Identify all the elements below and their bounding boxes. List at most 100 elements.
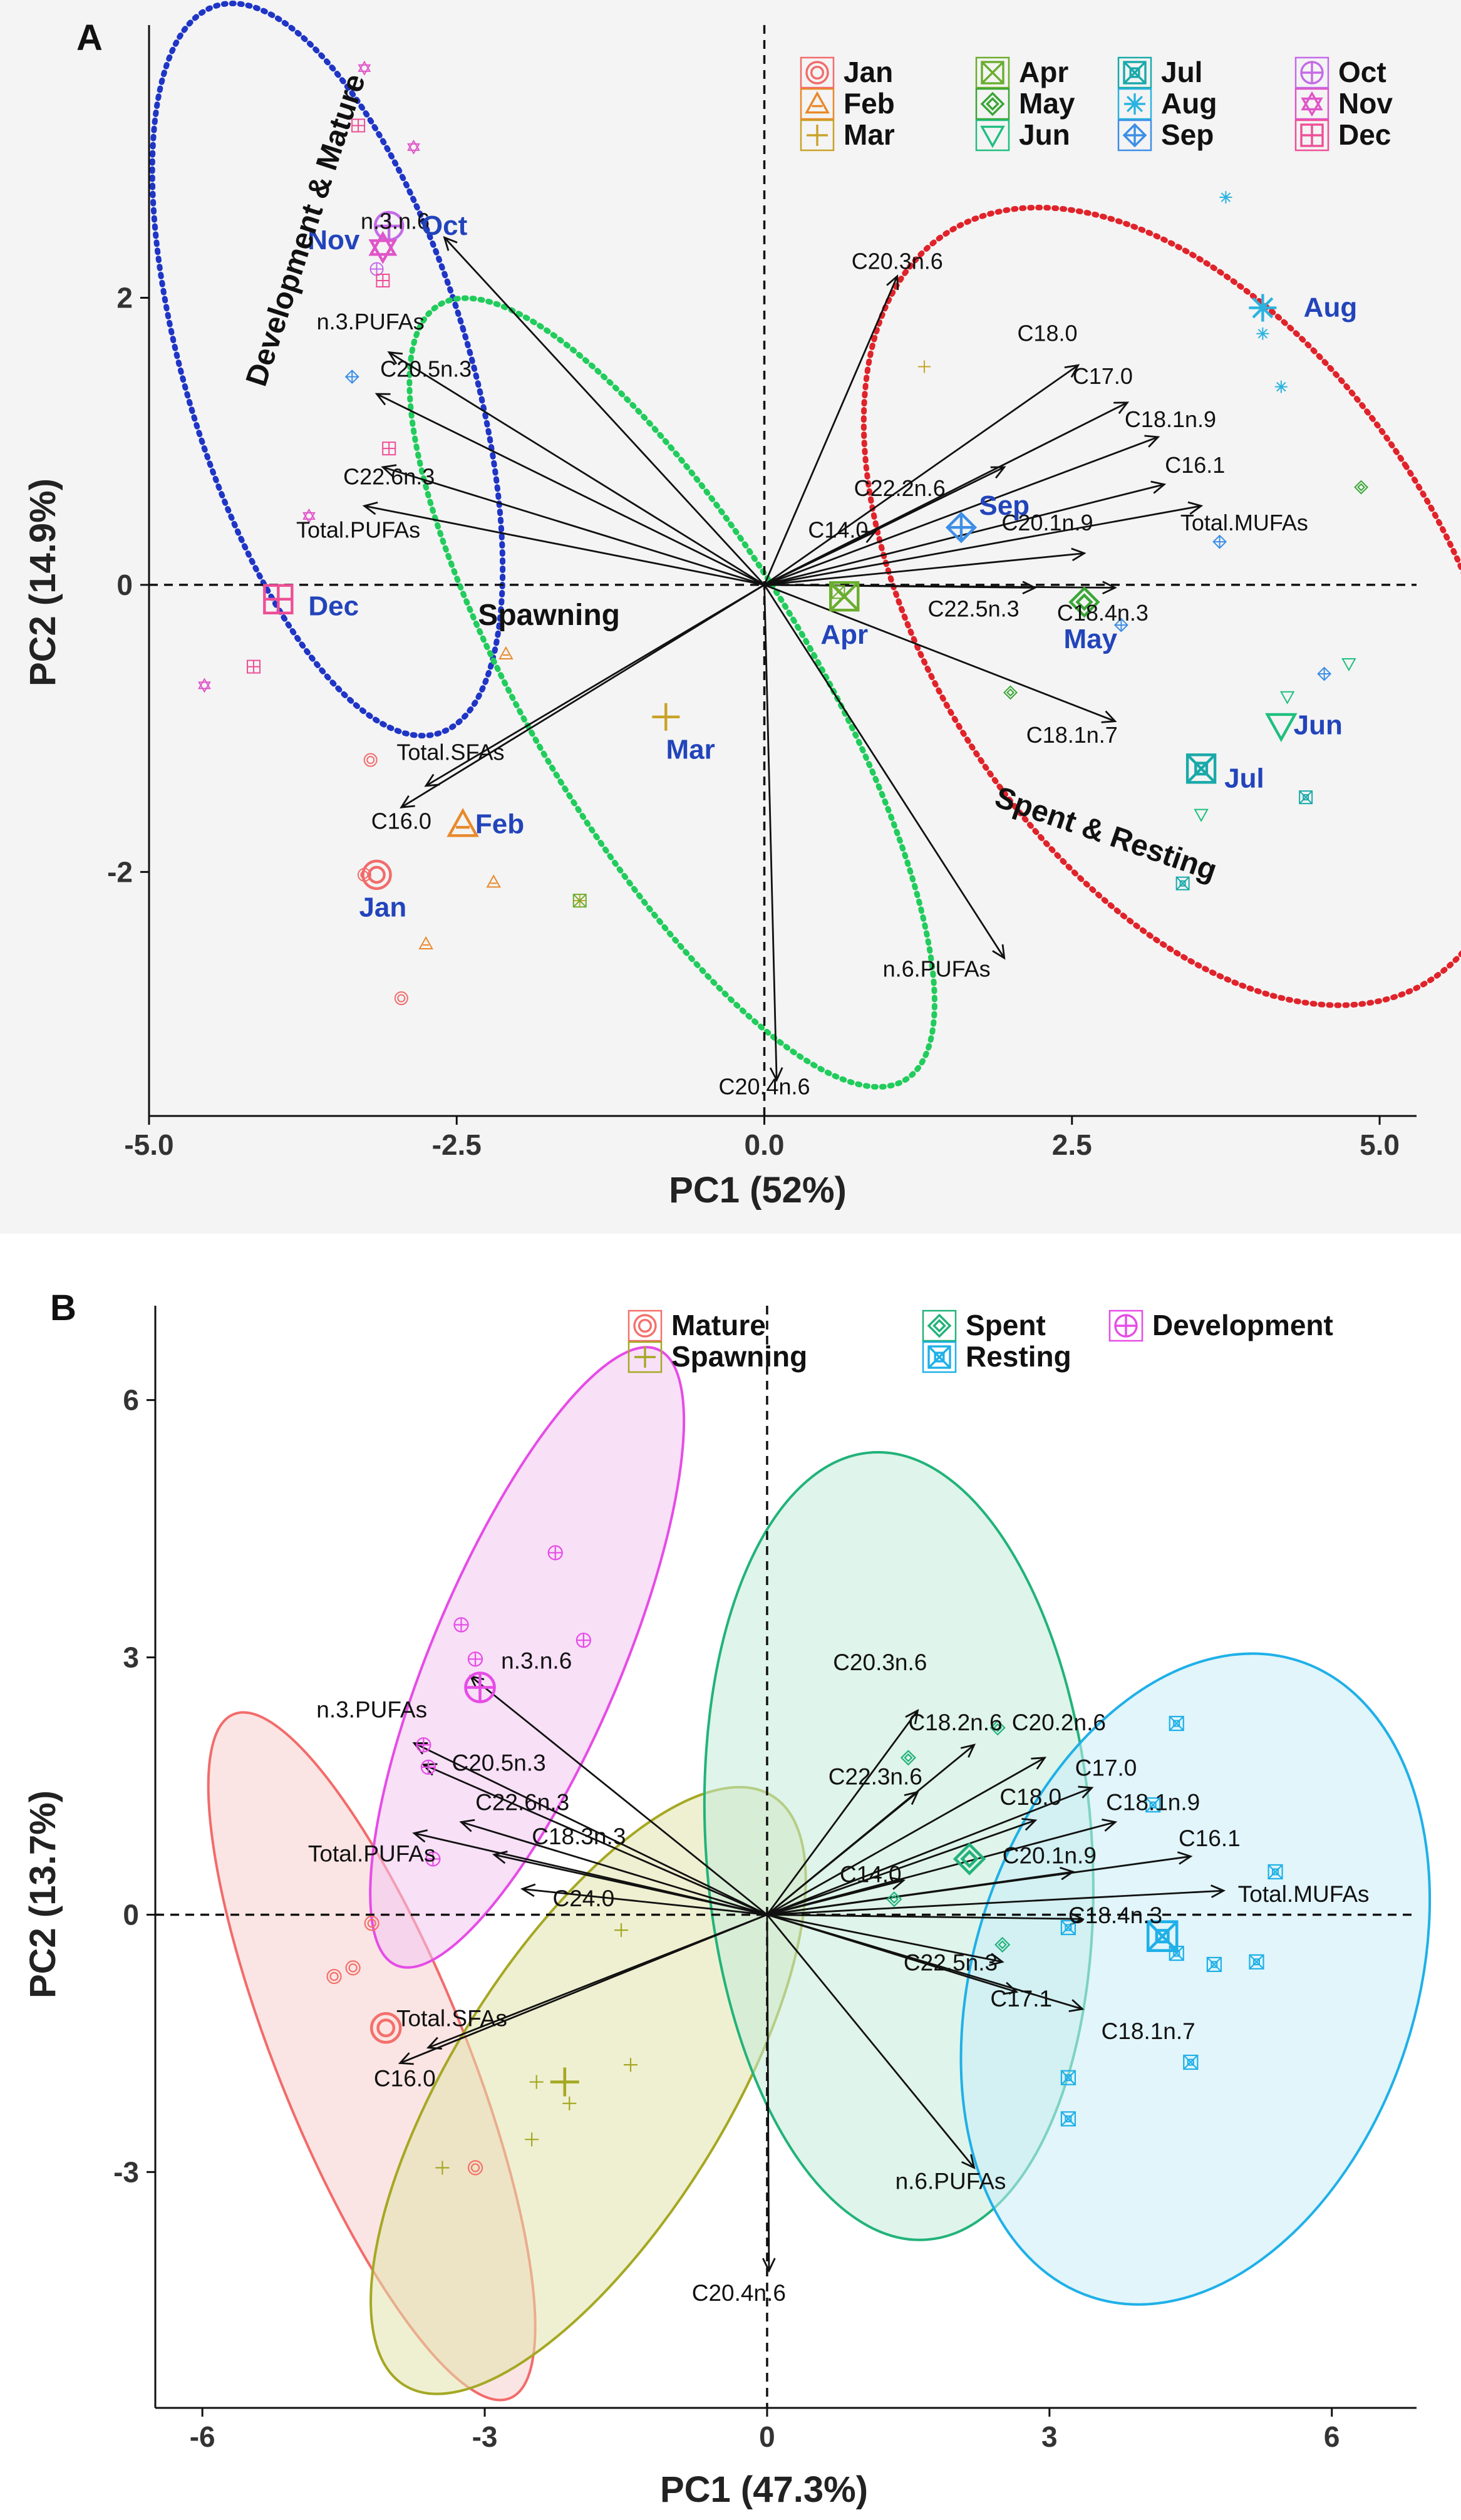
a-point-aug-stroke <box>1276 381 1286 392</box>
b-vector-label-c14-0: C14.0 <box>840 1861 902 1887</box>
a-x-tick-label: 0.0 <box>745 1128 785 1161</box>
a-legend-label-aug: Aug <box>1161 87 1217 120</box>
b-vector-c20-1n-9 <box>767 1871 1073 1916</box>
a-vector-arrow-c18-1n-9 <box>1144 435 1160 448</box>
b-vector-arrow-c18-1n-7 <box>1068 1999 1085 2012</box>
b-vector-arrow-c22-5n-3 <box>989 1953 1004 1966</box>
b-x-tick-label: 6 <box>1324 2420 1340 2453</box>
a-vector-total-pufas <box>364 505 765 586</box>
a-legend-key-sep <box>1117 119 1152 152</box>
panel-a-letter: A <box>76 18 103 58</box>
a-vector-label-c18-0: C18.0 <box>1017 320 1077 346</box>
a-ellipse-development-mature <box>149 0 506 739</box>
b-point-resting-stroke <box>1145 1797 1160 1812</box>
a-point-feb-triangle <box>486 874 501 888</box>
b-vector-c20-4n-6 <box>766 1914 770 2271</box>
b-point-development <box>576 1633 591 1648</box>
a-centroid-jan <box>361 859 392 891</box>
a-ellipse-spawning <box>406 295 937 1090</box>
b-vector-c22-5n-3 <box>767 1914 1003 1963</box>
b-vector-label-total-sfas: Total.SFAs <box>396 2006 507 2032</box>
a-point-jul-box <box>1175 876 1190 891</box>
a-centroid-label-oct: Oct <box>421 210 468 241</box>
panel-a-ellipses <box>149 0 1461 1090</box>
a-point-nov-tri-up <box>197 678 211 689</box>
a-centroid-dec <box>263 584 294 615</box>
b-centroid-resting <box>1146 1920 1179 1952</box>
b-legend-key-spent <box>922 1309 957 1342</box>
b-centroid-spent-diamond-inner <box>960 1849 979 1869</box>
a-point-jul-stroke <box>1299 790 1313 804</box>
b-ellipse-resting <box>959 1652 1432 2306</box>
b-ellipse-development <box>369 1346 686 1969</box>
b-centroid-mature-ring <box>369 2011 402 2044</box>
b-point-resting-box-inner <box>1187 2058 1194 2066</box>
b-y-tick-label: 0 <box>123 1898 139 1931</box>
b-point-resting <box>1060 1919 1076 1936</box>
a-point-may-diamond <box>1003 685 1018 700</box>
a-legend-label-mar: Mar <box>844 118 895 151</box>
a-point-jul-box-inner <box>1179 880 1186 887</box>
a-centroid-jan-ring <box>361 859 392 891</box>
b-point-resting-box-inner <box>1065 2074 1072 2082</box>
a-vector-c20-3n-6 <box>763 276 899 586</box>
panel-a-loading-vectors <box>362 235 1204 1082</box>
b-point-spent <box>994 1936 1011 1953</box>
a-vector-arrow-c20-1n-9 <box>1071 547 1087 562</box>
a-legend-marker-nov <box>1301 91 1323 117</box>
b-point-spent-diamond-inner <box>993 1723 1003 1732</box>
b-point-resting-box <box>1145 1797 1161 1813</box>
a-point-apr <box>572 894 587 908</box>
a-centroid-jun <box>1265 713 1298 743</box>
b-point-spent-diamond <box>989 1720 1006 1736</box>
a-vector-label-n-6-pufas: n.6.PUFAs <box>883 956 991 982</box>
b-vector-arrow-c20-3n-6 <box>905 1708 919 1725</box>
a-point-feb <box>418 936 433 949</box>
b-vector-label-c18-1n-7: C18.1n.7 <box>1102 2018 1195 2044</box>
a-y-tick-label: 2 <box>116 282 133 314</box>
a-legend-key-oct <box>1294 56 1329 89</box>
a-legend-marker-aug <box>1124 93 1145 115</box>
a-point-nov-tri-up <box>358 60 371 72</box>
b-point-mature <box>326 1968 342 1985</box>
a-point-nov <box>358 60 371 76</box>
a-vector-c20-5n-3 <box>376 393 765 586</box>
a-vector-label-c22-2n-6: C22.2n.6 <box>854 475 946 501</box>
b-point-mature-ring <box>326 1968 342 1985</box>
panel-b-xlabel: PC1 (47.3%) <box>660 2469 868 2510</box>
a-vector-arrow-n-3-pufas <box>387 351 403 364</box>
b-vector-c17-0 <box>767 1787 1092 1916</box>
a-centroid-apr-stroke <box>829 581 859 611</box>
a-centroid-sep <box>945 512 978 544</box>
b-point-development <box>420 1759 436 1775</box>
b-vector-arrow-c20-5n-3 <box>421 1763 438 1776</box>
b-point-mature-ring <box>329 1971 339 1981</box>
a-point-feb-triangle <box>418 936 433 949</box>
a-centroid-label-mar: Mar <box>666 735 715 765</box>
b-point-resting-box <box>1183 2054 1199 2070</box>
a-centroid-mar <box>652 703 680 731</box>
b-point-spent-diamond-inner <box>904 1753 913 1762</box>
a-legend-marker-nov-tri-up <box>1301 91 1323 111</box>
panel-a-points <box>197 60 1368 1006</box>
a-legend-key-dec <box>1294 119 1329 152</box>
a-y-tick-label: 0 <box>116 569 133 601</box>
b-x-tick-label: -6 <box>190 2420 215 2453</box>
panel-b-labels: C20.3n.6 C18.2n.6 C20.2n.6 C22.3n.6 C17.0 C18… <box>308 1648 1370 2305</box>
a-legend-label-jan: Jan <box>844 56 893 88</box>
a-point-jun-triangle <box>1194 808 1209 822</box>
a-vector-arrow-c22-2n-6 <box>990 466 1006 479</box>
b-vector-n-3-n-6 <box>470 1675 768 1916</box>
a-vector-arrow-c16-0 <box>400 795 415 808</box>
b-vector-arrow-c20-1n-9 <box>1060 1866 1075 1881</box>
a-legend-label-feb: Feb <box>844 87 895 120</box>
a-centroid-oct <box>373 210 405 242</box>
b-point-spent-diamond-inner <box>998 1940 1007 1949</box>
a-point-nov-tri-down <box>358 64 371 76</box>
b-point-spent <box>886 1891 902 1908</box>
a-vector-total-mufas <box>764 505 1202 586</box>
b-point-development <box>425 1851 441 1867</box>
b-vector-label-c22-5n-3: C22.5n.3 <box>904 1949 998 1975</box>
